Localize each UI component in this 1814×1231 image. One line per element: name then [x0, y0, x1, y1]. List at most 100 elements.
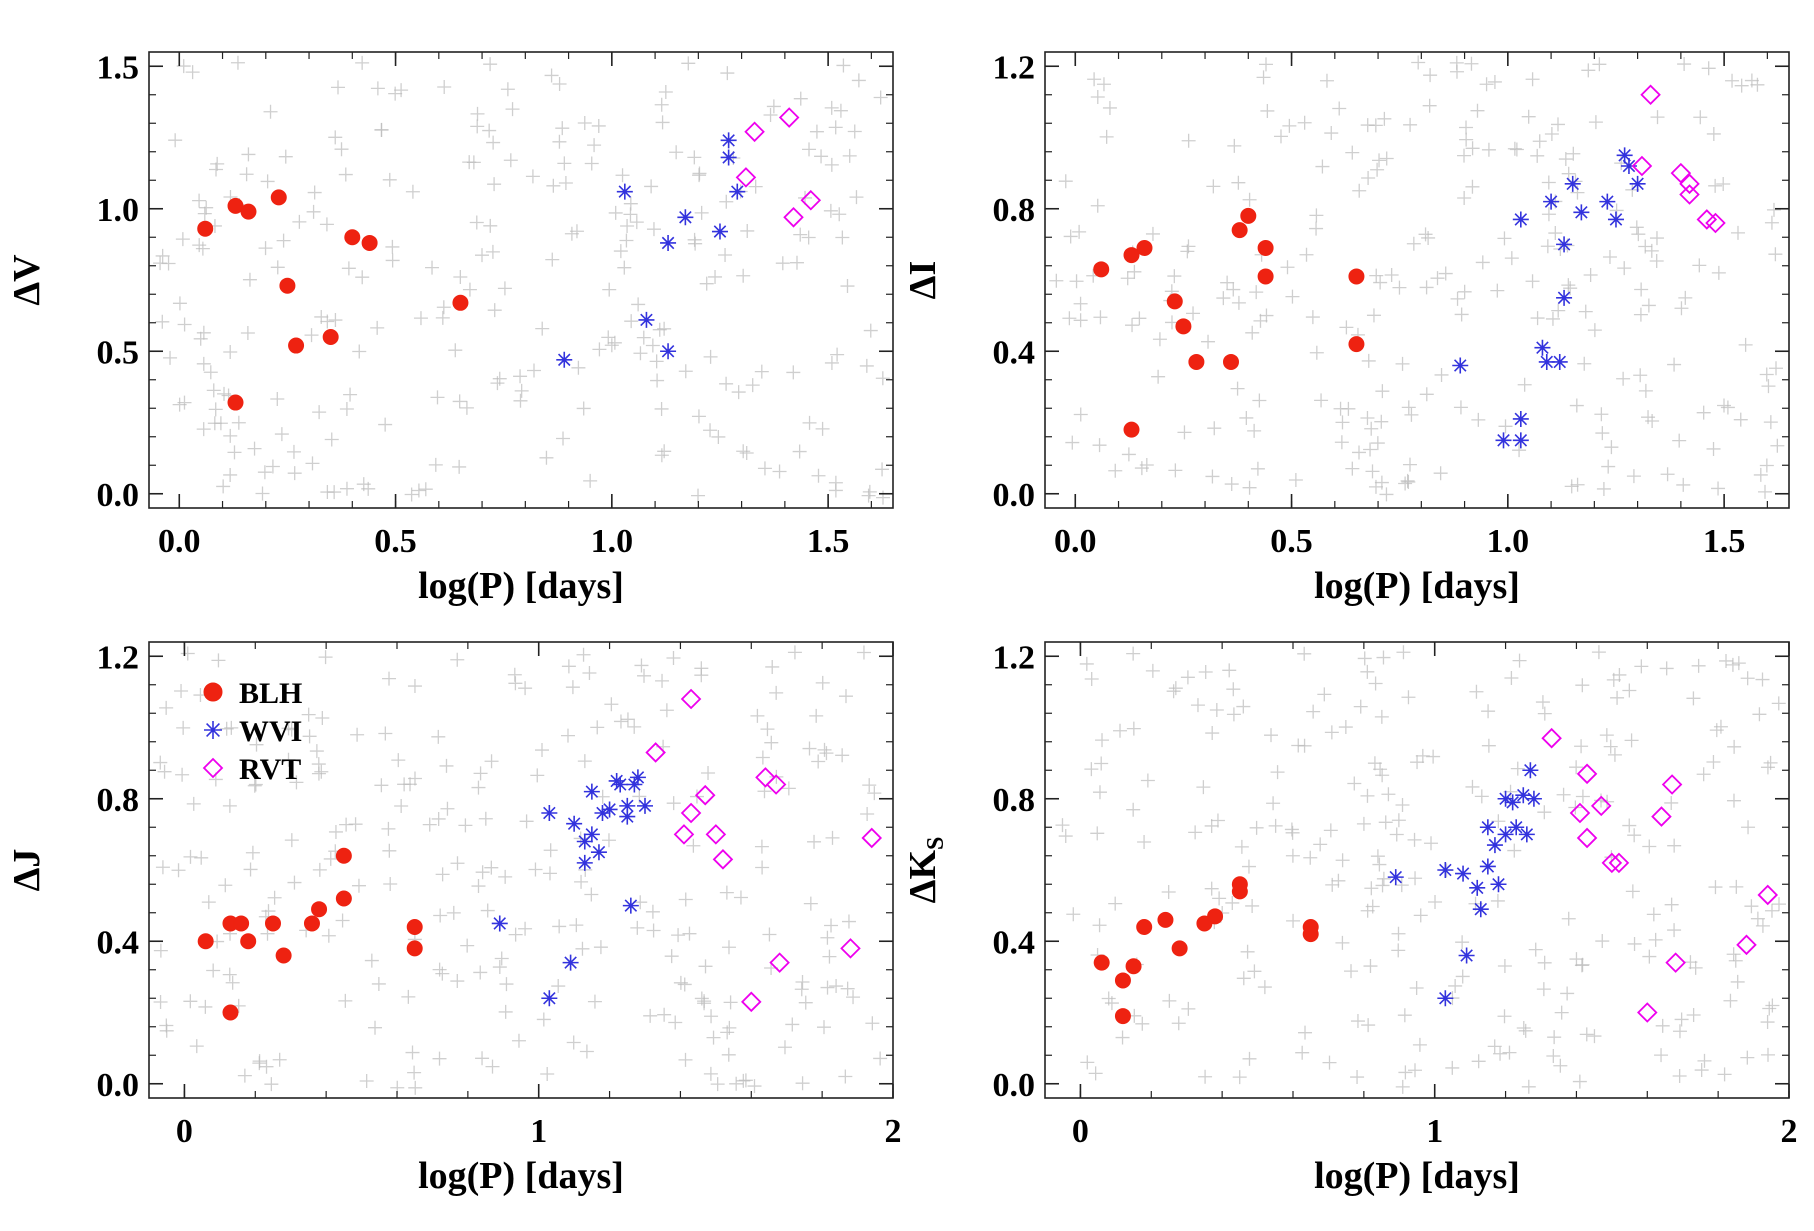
- background-marker: [1198, 665, 1213, 680]
- background-marker: [1090, 90, 1105, 105]
- background-marker: [1409, 981, 1424, 996]
- y-axis-title: ΔKS: [902, 837, 949, 904]
- background-marker: [1090, 826, 1105, 841]
- background-marker: [1360, 118, 1375, 133]
- data-point-wvi: [1620, 158, 1637, 174]
- series-wvi: [491, 769, 653, 1007]
- background-marker: [764, 735, 779, 750]
- background-marker: [1291, 738, 1306, 753]
- data-point-rvt: [1576, 763, 1598, 785]
- background-marker: [1648, 932, 1663, 947]
- background-marker: [1298, 1025, 1313, 1040]
- background-marker: [1595, 934, 1610, 949]
- data-point-blh: [311, 901, 328, 918]
- data-point-wvi: [562, 954, 579, 971]
- background-marker: [849, 190, 864, 205]
- background-marker: [1204, 818, 1219, 833]
- background-marker: [260, 174, 275, 189]
- background-marker: [1455, 969, 1470, 984]
- background-marker: [1490, 893, 1505, 908]
- background-marker: [1286, 913, 1301, 928]
- data-point-wvi: [637, 797, 653, 814]
- background-marker: [691, 409, 706, 424]
- background-marker: [1518, 1023, 1533, 1038]
- data-point-wvi: [576, 854, 593, 871]
- background-marker: [1198, 1069, 1213, 1084]
- background-marker: [1471, 412, 1486, 427]
- background-marker: [497, 281, 512, 296]
- background-marker: [1627, 828, 1642, 843]
- background-marker: [1121, 447, 1136, 462]
- background-marker: [201, 895, 216, 910]
- y-tick-label: 1.0: [97, 192, 140, 229]
- background-marker: [1516, 1020, 1531, 1035]
- background-marker: [1280, 260, 1295, 275]
- background-marker: [583, 473, 598, 488]
- background-marker: [242, 272, 257, 287]
- background-marker: [875, 462, 890, 477]
- background-marker: [851, 73, 866, 88]
- background-marker: [1676, 477, 1691, 492]
- background-marker: [555, 121, 570, 136]
- background-marker: [646, 923, 661, 938]
- background-marker: [405, 1045, 420, 1060]
- background-marker: [860, 806, 875, 821]
- background-marker: [1319, 73, 1334, 88]
- background-marker: [483, 57, 498, 72]
- background-marker: [1094, 756, 1109, 771]
- background-marker: [794, 982, 809, 997]
- background-marker: [1631, 227, 1646, 242]
- background-marker: [1596, 481, 1611, 496]
- background-marker: [721, 940, 736, 955]
- background-marker: [1247, 423, 1262, 438]
- background-marker: [328, 130, 343, 145]
- background-marker: [793, 227, 808, 242]
- background-marker: [1364, 881, 1379, 896]
- background-marker: [249, 737, 264, 752]
- background-marker: [1127, 264, 1142, 279]
- background-marker: [731, 385, 746, 400]
- data-point-rvt: [645, 742, 666, 763]
- background-marker: [159, 1018, 174, 1033]
- background-marker: [261, 904, 276, 919]
- background-marker: [355, 270, 370, 285]
- background-marker: [247, 441, 262, 456]
- background-marker: [1268, 818, 1283, 833]
- background-marker: [643, 1008, 658, 1023]
- background-marker: [1108, 896, 1123, 911]
- background-marker: [1370, 436, 1385, 451]
- background-marker: [859, 358, 874, 373]
- background-marker: [1241, 859, 1256, 874]
- background-marker: [706, 1030, 721, 1045]
- background-marker: [620, 219, 635, 234]
- background-marker: [1350, 1070, 1365, 1085]
- background-marker: [795, 1076, 810, 1091]
- background-marker: [1335, 415, 1350, 430]
- background-marker: [153, 994, 168, 1009]
- background-marker: [1282, 118, 1297, 133]
- background-marker: [312, 862, 327, 877]
- background-marker: [697, 994, 712, 1009]
- background-marker: [1374, 414, 1389, 429]
- background-marker: [1299, 247, 1314, 262]
- background-marker: [645, 338, 660, 353]
- background-marker: [1394, 878, 1409, 893]
- background-marker: [1377, 111, 1392, 126]
- background-marker: [543, 843, 558, 858]
- background-marker: [1759, 367, 1774, 382]
- background-marker: [1392, 280, 1407, 295]
- background-marker: [1084, 671, 1099, 686]
- y-tick-label: 0.4: [993, 924, 1036, 961]
- background-marker: [413, 311, 428, 326]
- background-marker: [1633, 307, 1648, 322]
- background-marker: [1498, 419, 1513, 434]
- background-marker: [470, 106, 485, 121]
- background-marker: [323, 851, 338, 866]
- background-marker: [339, 817, 354, 832]
- series-wvi: [556, 132, 746, 368]
- background-marker: [1719, 653, 1734, 668]
- background-markers: [1049, 55, 1785, 502]
- background-marker: [1365, 464, 1380, 479]
- background-marker: [281, 752, 296, 767]
- data-point-blh: [335, 890, 352, 907]
